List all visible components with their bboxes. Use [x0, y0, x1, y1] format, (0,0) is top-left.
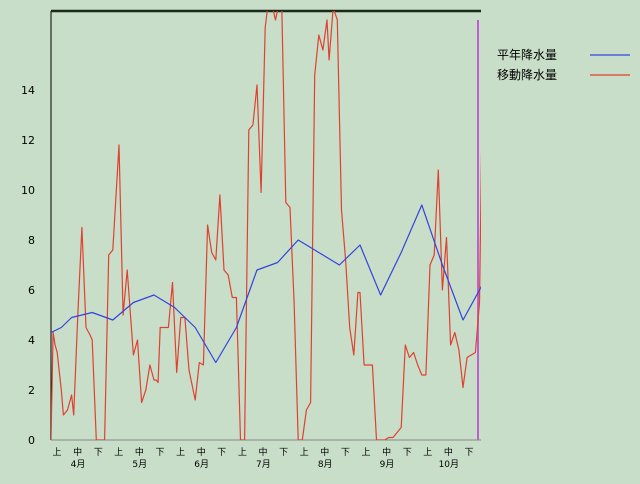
x-tick-label: 中	[382, 446, 391, 458]
y-tick-label: 12	[21, 134, 35, 147]
chart-ticks: 02468101214上中下上中下上中下上中下上中下上中下上中下4月 5月 6月 7月…	[21, 84, 474, 470]
legend-label: 平年降水量	[497, 48, 557, 62]
x-tick-label: 上	[361, 447, 370, 458]
month-label: 5月	[132, 459, 147, 470]
y-tick-label: 8	[28, 234, 35, 247]
x-tick-label: 上	[300, 447, 309, 458]
month-label: 4月	[71, 459, 86, 470]
y-tick-label: 0	[28, 434, 35, 447]
y-tick-label: 14	[21, 84, 35, 97]
month-label: 10月	[439, 459, 459, 470]
x-tick-label: 上	[52, 447, 61, 458]
x-tick-label: 下	[279, 448, 288, 458]
x-tick-label: 上	[114, 447, 123, 458]
x-tick-label: 下	[217, 448, 226, 458]
x-tick-label: 上	[176, 447, 185, 458]
y-tick-label: 4	[28, 334, 35, 347]
y-tick-label: 10	[21, 184, 35, 197]
x-tick-label: 中	[444, 446, 453, 458]
x-tick-label: 中	[135, 446, 144, 458]
month-label: 8月	[318, 459, 333, 470]
x-tick-label: 下	[403, 448, 412, 458]
legend-label: 移動降水量	[497, 68, 557, 82]
series-line-0	[51, 204, 481, 364]
x-tick-label: 上	[423, 447, 432, 458]
x-tick-label: 中	[197, 446, 206, 458]
month-label: 9月	[380, 459, 395, 470]
month-label: 6月	[194, 459, 209, 470]
month-label: 7月	[256, 459, 271, 470]
x-tick-label: 中	[258, 446, 267, 458]
x-tick-label: 中	[320, 446, 329, 458]
x-tick-label: 下	[341, 448, 350, 458]
x-tick-label: 下	[155, 448, 164, 458]
x-tick-label: 中	[73, 446, 82, 458]
x-tick-label: 下	[464, 448, 473, 458]
x-tick-label: 上	[238, 447, 247, 458]
chart-axes	[50, 9, 481, 441]
chart-series	[51, 11, 481, 440]
y-tick-label: 2	[28, 384, 35, 397]
x-tick-label: 下	[94, 448, 103, 458]
series-line-1	[51, 11, 481, 440]
y-tick-label: 6	[28, 284, 35, 297]
